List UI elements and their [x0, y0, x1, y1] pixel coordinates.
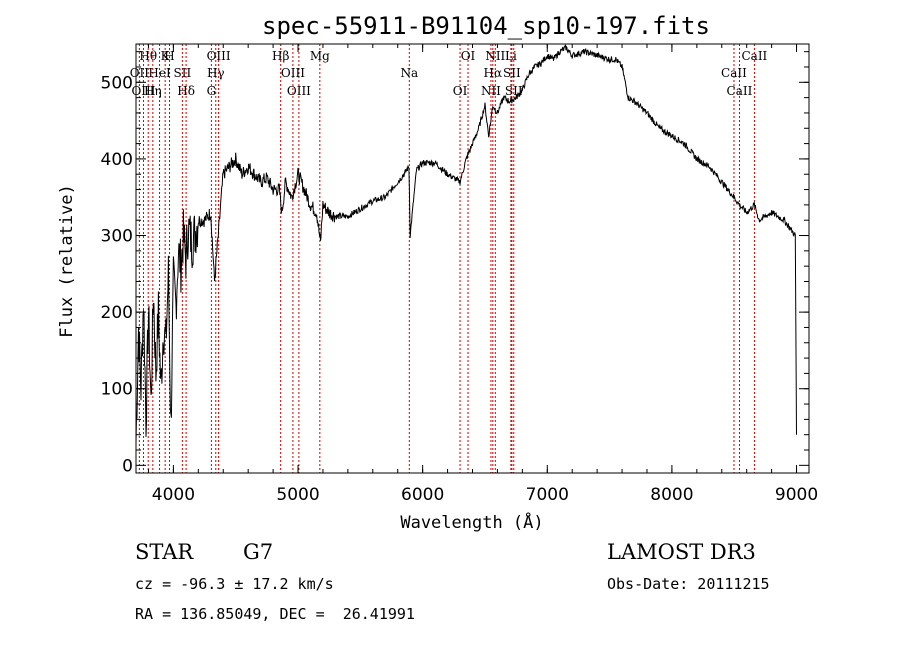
y-axis-label: Flux (relative) [57, 184, 77, 338]
y-axis-ticks: 0 100 200 300 400 500 [101, 51, 809, 476]
line-label: Li [505, 49, 517, 63]
line-markers [138, 44, 755, 473]
line-label: Hη [144, 84, 162, 98]
line-label: H [164, 49, 174, 63]
x-tick-label: 4000 [152, 485, 195, 505]
spectrum-line [135, 44, 797, 443]
line-label: OI [453, 84, 468, 98]
x-tick-label: 6000 [401, 485, 444, 505]
line-label: NII [481, 84, 501, 98]
chart-title: spec-55911-B91104_sp10-197.fits [262, 12, 710, 40]
y-tick-label: 0 [122, 456, 133, 476]
y-tick-label: 200 [101, 303, 133, 323]
line-label: G [207, 84, 217, 98]
line-label: Mg [310, 49, 330, 63]
line-label: Hβ [272, 49, 289, 63]
line-label: CaII [727, 84, 753, 98]
line-label: OIII [131, 84, 155, 98]
x-axis-ticks: 4000 5000 6000 7000 8000 9000 [147, 44, 818, 505]
line-label: OI [461, 49, 476, 63]
y-tick-label: 300 [101, 227, 133, 247]
line-label: Hθ [139, 49, 157, 63]
y-tick-label: 100 [101, 380, 133, 400]
survey-name: LAMOST DR3 [607, 540, 756, 564]
line-label: HeI [148, 66, 171, 80]
line-label: OII [130, 66, 150, 80]
obs-date: Obs-Date: 20111215 [607, 575, 770, 593]
line-label: K [161, 49, 171, 63]
line-label: CaII [721, 66, 747, 80]
line-label: NII [485, 49, 505, 63]
y-tick-label: 400 [101, 150, 133, 170]
plot-frame [135, 43, 810, 474]
line-label: OIII [207, 49, 231, 63]
y-tick-label: 500 [101, 73, 133, 93]
line-label: Na [400, 66, 418, 80]
x-tick-label: 8000 [650, 485, 693, 505]
line-labels: HθOIIOIIIKHeIHηHSIIHδOIIIHγGHβOIIIOIIIMg… [130, 49, 768, 98]
object-subclass: G7 [243, 540, 274, 564]
line-label: Hγ [207, 66, 225, 80]
line-label: OIII [281, 66, 305, 80]
x-tick-label: 9000 [775, 485, 818, 505]
object-class: STAR [135, 540, 194, 564]
x-tick-label: 7000 [526, 485, 569, 505]
line-label: OIII [287, 84, 311, 98]
redshift-cz: cz = -96.3 ± 17.2 km/s [135, 575, 334, 593]
line-label: Hδ [177, 84, 195, 98]
ra-dec: RA = 136.85049, DEC = 26.41991 [135, 605, 415, 623]
line-label: SII [174, 66, 192, 80]
line-label: CaII [741, 49, 767, 63]
x-axis-label: Wavelength (Å) [400, 511, 543, 533]
x-tick-label: 5000 [276, 485, 319, 505]
line-label: Hα [484, 66, 503, 80]
line-label: SII [503, 66, 521, 80]
